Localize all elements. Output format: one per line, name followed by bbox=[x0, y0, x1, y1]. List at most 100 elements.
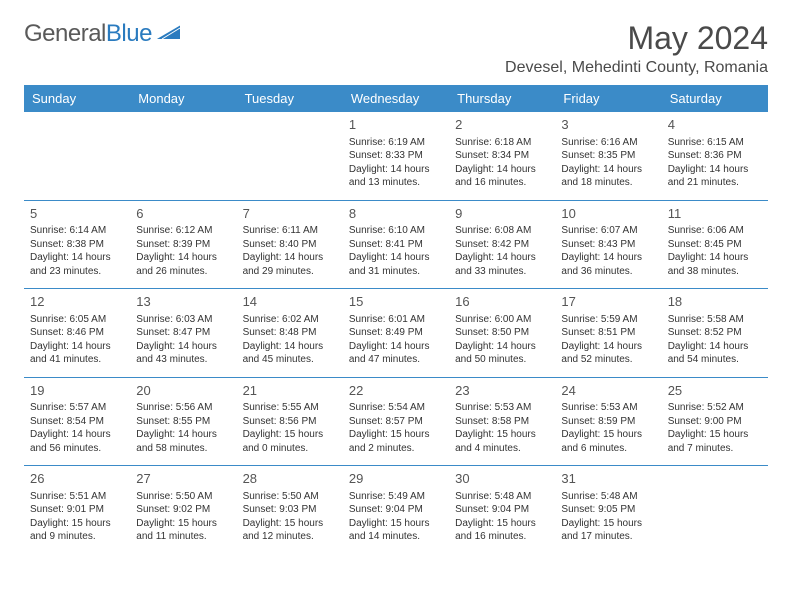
day-number: 20 bbox=[136, 382, 230, 400]
sunset-text: Sunset: 9:04 PM bbox=[455, 503, 549, 517]
calendar-day-cell: 22Sunrise: 5:54 AMSunset: 8:57 PMDayligh… bbox=[343, 377, 449, 466]
sunrise-text: Sunrise: 6:05 AM bbox=[30, 313, 124, 327]
sunset-text: Sunset: 8:42 PM bbox=[455, 238, 549, 252]
daylight-text: Daylight: 14 hours and 58 minutes. bbox=[136, 428, 230, 455]
sunrise-text: Sunrise: 5:56 AM bbox=[136, 401, 230, 415]
daylight-text: Daylight: 15 hours and 9 minutes. bbox=[30, 517, 124, 544]
sunrise-text: Sunrise: 6:00 AM bbox=[455, 313, 549, 327]
daylight-text: Daylight: 14 hours and 43 minutes. bbox=[136, 340, 230, 367]
sunset-text: Sunset: 8:52 PM bbox=[668, 326, 762, 340]
daylight-text: Daylight: 14 hours and 41 minutes. bbox=[30, 340, 124, 367]
daylight-text: Daylight: 15 hours and 7 minutes. bbox=[668, 428, 762, 455]
sunset-text: Sunset: 8:55 PM bbox=[136, 415, 230, 429]
day-number: 17 bbox=[561, 293, 655, 311]
sunset-text: Sunset: 8:41 PM bbox=[349, 238, 443, 252]
sunset-text: Sunset: 9:03 PM bbox=[243, 503, 337, 517]
sunset-text: Sunset: 8:54 PM bbox=[30, 415, 124, 429]
day-number: 27 bbox=[136, 470, 230, 488]
day-number: 12 bbox=[30, 293, 124, 311]
logo-text: GeneralBlue bbox=[24, 20, 152, 48]
day-number: 16 bbox=[455, 293, 549, 311]
sunrise-text: Sunrise: 6:03 AM bbox=[136, 313, 230, 327]
sunrise-text: Sunrise: 5:49 AM bbox=[349, 490, 443, 504]
sunrise-text: Sunrise: 6:06 AM bbox=[668, 224, 762, 238]
day-number: 11 bbox=[668, 205, 762, 223]
calendar-day-cell: 9Sunrise: 6:08 AMSunset: 8:42 PMDaylight… bbox=[449, 200, 555, 289]
calendar-day-cell: 18Sunrise: 5:58 AMSunset: 8:52 PMDayligh… bbox=[662, 289, 768, 378]
sunrise-text: Sunrise: 6:02 AM bbox=[243, 313, 337, 327]
day-number: 5 bbox=[30, 205, 124, 223]
sunset-text: Sunset: 8:56 PM bbox=[243, 415, 337, 429]
calendar-day-cell: 16 Sunrise: 6:00 AMSunset: 8:50 PMDayligh… bbox=[449, 289, 555, 378]
day-number: 31 bbox=[561, 470, 655, 488]
calendar-day-cell: 7Sunrise: 6:11 AMSunset: 8:40 PMDaylight… bbox=[237, 200, 343, 289]
daylight-text: Daylight: 14 hours and 50 minutes. bbox=[455, 340, 549, 367]
sunset-text: Sunset: 8:50 PM bbox=[455, 326, 549, 340]
daylight-text: Daylight: 15 hours and 11 minutes. bbox=[136, 517, 230, 544]
calendar-day-cell: 8Sunrise: 6:10 AMSunset: 8:41 PMDaylight… bbox=[343, 200, 449, 289]
sunset-text: Sunset: 8:47 PM bbox=[136, 326, 230, 340]
calendar-day-cell: 24Sunrise: 5:53 AMSunset: 8:59 PMDayligh… bbox=[555, 377, 661, 466]
sunrise-text: Sunrise: 5:51 AM bbox=[30, 490, 124, 504]
daylight-text: Daylight: 14 hours and 47 minutes. bbox=[349, 340, 443, 367]
calendar-day-cell: 15Sunrise: 6:01 AMSunset: 8:49 PMDayligh… bbox=[343, 289, 449, 378]
day-number: 10 bbox=[561, 205, 655, 223]
calendar-day-cell bbox=[24, 112, 130, 200]
daylight-text: Daylight: 14 hours and 33 minutes. bbox=[455, 251, 549, 278]
sunset-text: Sunset: 8:38 PM bbox=[30, 238, 124, 252]
daylight-text: Daylight: 14 hours and 54 minutes. bbox=[668, 340, 762, 367]
calendar-day-cell bbox=[130, 112, 236, 200]
daylight-text: Daylight: 14 hours and 31 minutes. bbox=[349, 251, 443, 278]
sunset-text: Sunset: 8:48 PM bbox=[243, 326, 337, 340]
calendar-day-cell: 5Sunrise: 6:14 AMSunset: 8:38 PMDaylight… bbox=[24, 200, 130, 289]
day-number: 9 bbox=[455, 205, 549, 223]
sunset-text: Sunset: 8:34 PM bbox=[455, 149, 549, 163]
sunrise-text: Sunrise: 5:58 AM bbox=[668, 313, 762, 327]
calendar-day-cell: 10Sunrise: 6:07 AMSunset: 8:43 PMDayligh… bbox=[555, 200, 661, 289]
sunrise-text: Sunrise: 6:11 AM bbox=[243, 224, 337, 238]
calendar-day-cell: 14Sunrise: 6:02 AMSunset: 8:48 PMDayligh… bbox=[237, 289, 343, 378]
day-number: 24 bbox=[561, 382, 655, 400]
title-block: May 2024 Devesel, Mehedinti County, Roma… bbox=[505, 20, 768, 77]
calendar-day-cell: 30Sunrise: 5:48 AMSunset: 9:04 PMDayligh… bbox=[449, 466, 555, 554]
daylight-text: Daylight: 14 hours and 52 minutes. bbox=[561, 340, 655, 367]
daylight-text: Daylight: 14 hours and 16 minutes. bbox=[455, 163, 549, 190]
weekday-header: Saturday bbox=[662, 85, 768, 112]
calendar-day-cell: 4Sunrise: 6:15 AMSunset: 8:36 PMDaylight… bbox=[662, 112, 768, 200]
calendar-day-cell bbox=[237, 112, 343, 200]
daylight-text: Daylight: 14 hours and 29 minutes. bbox=[243, 251, 337, 278]
day-number: 30 bbox=[455, 470, 549, 488]
calendar-day-cell: 21Sunrise: 5:55 AMSunset: 8:56 PMDayligh… bbox=[237, 377, 343, 466]
weekday-header: Monday bbox=[130, 85, 236, 112]
day-number: 22 bbox=[349, 382, 443, 400]
day-number: 13 bbox=[136, 293, 230, 311]
day-number: 4 bbox=[668, 116, 762, 134]
sunrise-text: Sunrise: 6:16 AM bbox=[561, 136, 655, 150]
calendar-day-cell: 13 Sunrise: 6:03 AMSunset: 8:47 PMDayligh… bbox=[130, 289, 236, 378]
sunset-text: Sunset: 9:02 PM bbox=[136, 503, 230, 517]
daylight-text: Daylight: 14 hours and 21 minutes. bbox=[668, 163, 762, 190]
calendar-day-cell: 12Sunrise: 6:05 AMSunset: 8:46 PMDayligh… bbox=[24, 289, 130, 378]
daylight-text: Daylight: 14 hours and 36 minutes. bbox=[561, 251, 655, 278]
calendar-day-cell: 2Sunrise: 6:18 AMSunset: 8:34 PMDaylight… bbox=[449, 112, 555, 200]
day-number: 3 bbox=[561, 116, 655, 134]
sunset-text: Sunset: 9:01 PM bbox=[30, 503, 124, 517]
daylight-text: Daylight: 15 hours and 4 minutes. bbox=[455, 428, 549, 455]
day-number: 25 bbox=[668, 382, 762, 400]
calendar-day-cell: 29Sunrise: 5:49 AMSunset: 9:04 PMDayligh… bbox=[343, 466, 449, 554]
calendar-week-row: 12Sunrise: 6:05 AMSunset: 8:46 PMDayligh… bbox=[24, 289, 768, 378]
sunset-text: Sunset: 9:05 PM bbox=[561, 503, 655, 517]
location: Devesel, Mehedinti County, Romania bbox=[505, 59, 768, 77]
sunrise-text: Sunrise: 5:50 AM bbox=[136, 490, 230, 504]
logo-triangle-icon bbox=[156, 23, 182, 46]
day-number: 6 bbox=[136, 205, 230, 223]
calendar-day-cell: 27 Sunrise: 5:50 AMSunset: 9:02 PMDayligh… bbox=[130, 466, 236, 554]
sunset-text: Sunset: 8:51 PM bbox=[561, 326, 655, 340]
daylight-text: Daylight: 15 hours and 0 minutes. bbox=[243, 428, 337, 455]
daylight-text: Daylight: 15 hours and 12 minutes. bbox=[243, 517, 337, 544]
daylight-text: Daylight: 15 hours and 16 minutes. bbox=[455, 517, 549, 544]
sunrise-text: Sunrise: 6:18 AM bbox=[455, 136, 549, 150]
calendar-week-row: 1Sunrise: 6:19 AMSunset: 8:33 PMDaylight… bbox=[24, 112, 768, 200]
day-number: 15 bbox=[349, 293, 443, 311]
sunrise-text: Sunrise: 6:19 AM bbox=[349, 136, 443, 150]
